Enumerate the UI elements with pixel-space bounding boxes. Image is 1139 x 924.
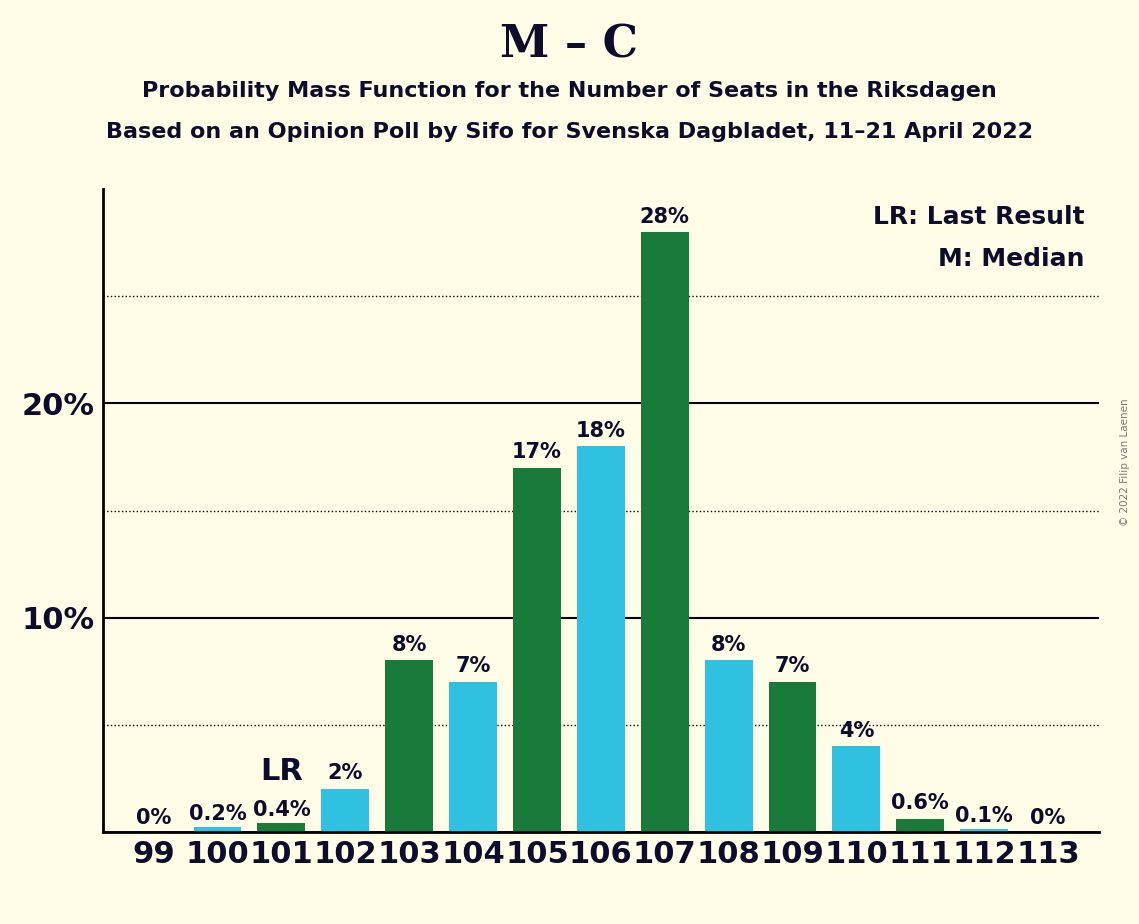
Bar — [194, 827, 241, 832]
Text: 8%: 8% — [711, 635, 746, 655]
Text: 2%: 2% — [328, 763, 363, 784]
Text: M: Median: M: Median — [937, 248, 1084, 272]
Text: 0.6%: 0.6% — [892, 794, 949, 813]
Bar — [449, 682, 497, 832]
Bar — [321, 789, 369, 832]
Text: 0%: 0% — [136, 808, 171, 829]
Text: © 2022 Filip van Laenen: © 2022 Filip van Laenen — [1121, 398, 1130, 526]
Text: 28%: 28% — [640, 207, 689, 227]
Bar — [896, 819, 944, 832]
Text: 8%: 8% — [392, 635, 427, 655]
Text: LR: Last Result: LR: Last Result — [872, 205, 1084, 229]
Bar — [769, 682, 817, 832]
Bar — [385, 661, 433, 832]
Text: 4%: 4% — [838, 721, 874, 741]
Bar — [641, 232, 689, 832]
Text: 0.1%: 0.1% — [956, 807, 1013, 826]
Bar — [257, 823, 305, 832]
Text: M – C: M – C — [500, 23, 639, 67]
Text: 7%: 7% — [775, 656, 810, 676]
Text: M: M — [580, 618, 622, 660]
Text: LR: LR — [260, 757, 303, 785]
Text: Based on an Opinion Poll by Sifo for Svenska Dagbladet, 11–21 April 2022: Based on an Opinion Poll by Sifo for Sve… — [106, 122, 1033, 142]
Text: 0%: 0% — [1031, 808, 1066, 829]
Bar — [513, 468, 560, 832]
Bar — [576, 446, 625, 832]
Text: 7%: 7% — [456, 656, 491, 676]
Bar — [833, 746, 880, 832]
Text: 18%: 18% — [576, 421, 625, 441]
Text: 0.4%: 0.4% — [253, 800, 310, 820]
Bar — [960, 830, 1008, 832]
Bar — [705, 661, 753, 832]
Text: 17%: 17% — [513, 443, 562, 462]
Text: 0.2%: 0.2% — [189, 804, 246, 824]
Text: Probability Mass Function for the Number of Seats in the Riksdagen: Probability Mass Function for the Number… — [142, 81, 997, 102]
